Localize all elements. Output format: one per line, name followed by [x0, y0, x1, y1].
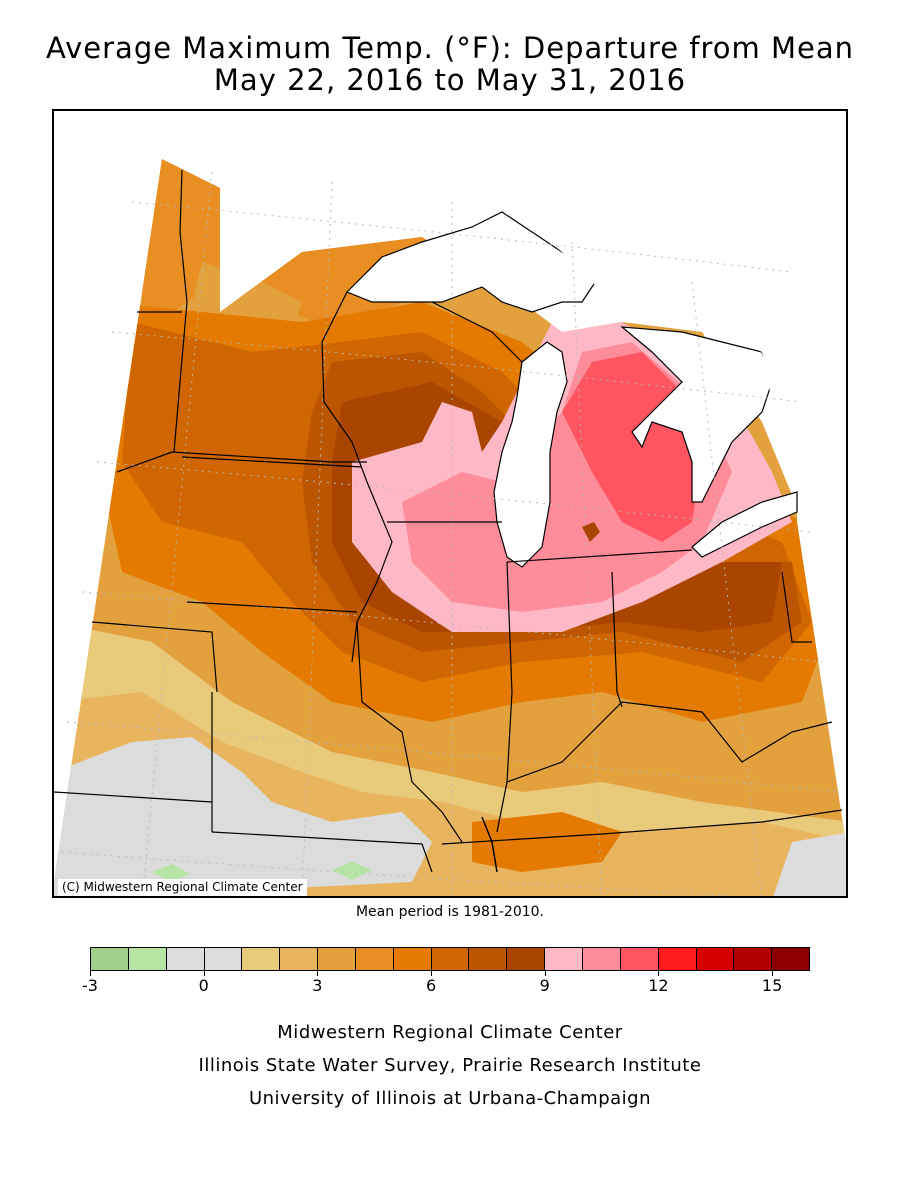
legend-tick-label: 15 — [761, 976, 783, 995]
map-frame — [52, 109, 848, 898]
footer-university: University of Illinois at Urbana-Champai… — [248, 1088, 652, 1109]
zone-plus9-spot — [582, 522, 600, 542]
lake-michigan — [493, 341, 568, 568]
footer-org: Midwestern Regional Climate Center — [277, 1022, 623, 1043]
legend-tick-mark — [317, 971, 319, 976]
legend-tick-mark — [658, 971, 660, 976]
border-ne-ks — [91, 621, 218, 693]
state-borders — [54, 169, 843, 873]
mean-period-note: Mean period is 1981-2010. — [355, 904, 545, 920]
border-il-in — [496, 561, 513, 833]
border-mo-il — [356, 621, 463, 843]
border-mi-in — [506, 549, 693, 563]
legend-swatch — [772, 948, 810, 970]
legend-swatch — [204, 948, 243, 970]
border-in-oh — [611, 571, 623, 708]
zone-plus6-kentucky — [472, 812, 622, 872]
legend-swatch — [582, 948, 621, 970]
legend-tick-mark — [544, 971, 546, 976]
lat-lon-gridlines — [61, 171, 838, 896]
legend-swatch — [242, 948, 281, 970]
legend-swatch — [696, 948, 735, 970]
lake-erie — [691, 491, 798, 558]
border-ia-il — [351, 481, 393, 663]
map-title: Average Maximum Temp. (°F): Departure fr… — [45, 31, 855, 65]
zone-near-zero-sw — [54, 737, 432, 896]
border-mn-wi — [321, 291, 368, 483]
border-ks-ok — [54, 791, 213, 803]
border-mo-ar — [211, 831, 433, 873]
legend-tick-label: 6 — [425, 976, 437, 995]
map-credit: (C) Midwestern Regional Climate Center — [58, 879, 307, 896]
border-ohio-river — [506, 701, 833, 783]
border-sd-ne — [116, 451, 367, 473]
legend-swatch — [166, 948, 205, 970]
border-mn-ia — [181, 456, 363, 468]
border-ia-mo — [186, 601, 358, 613]
legend-swatch — [469, 948, 508, 970]
border-up-wi — [431, 301, 523, 363]
zone-minus1-green-2 — [152, 864, 190, 882]
legend-swatch — [658, 948, 697, 970]
legend-swatch — [620, 948, 659, 970]
lakes-and-canada — [54, 111, 846, 568]
border-ky-tn — [441, 809, 843, 845]
border-nd-mn — [173, 169, 188, 453]
legend-swatch — [734, 948, 773, 970]
legend-swatch — [318, 948, 356, 970]
legend-tick-label: 3 — [312, 976, 323, 995]
lake-superior — [345, 211, 603, 313]
border-oh-pa — [781, 571, 812, 643]
footer-survey: Illinois State Water Survey, Prairie Res… — [198, 1055, 702, 1076]
map-date-range: May 22, 2016 to May 31, 2016 — [213, 63, 687, 97]
legend-swatch — [280, 948, 319, 970]
rivers — [481, 816, 498, 873]
zone-near-zero-se — [772, 832, 846, 896]
legend-tick-mark — [90, 971, 91, 976]
legend-tick-mark — [772, 971, 774, 976]
legend-swatch — [91, 948, 129, 970]
canada-north — [54, 111, 846, 421]
zone-minus1-green — [332, 862, 372, 880]
legend-tick-label: 9 — [539, 976, 550, 995]
legend-swatch — [355, 948, 394, 970]
color-legend — [90, 947, 810, 971]
legend-tick-label: 12 — [648, 976, 669, 995]
legend-swatch — [128, 948, 167, 970]
legend-swatch — [431, 948, 470, 970]
legend-swatch — [545, 948, 583, 970]
legend-tick-label: -3 — [82, 976, 98, 995]
legend-swatch — [393, 948, 432, 970]
legend-tick-mark — [431, 971, 433, 976]
legend-tick-mark — [203, 971, 205, 976]
temperature-departure-map — [54, 111, 846, 896]
legend-tick-label: 0 — [198, 976, 209, 995]
legend-swatch — [507, 948, 546, 970]
